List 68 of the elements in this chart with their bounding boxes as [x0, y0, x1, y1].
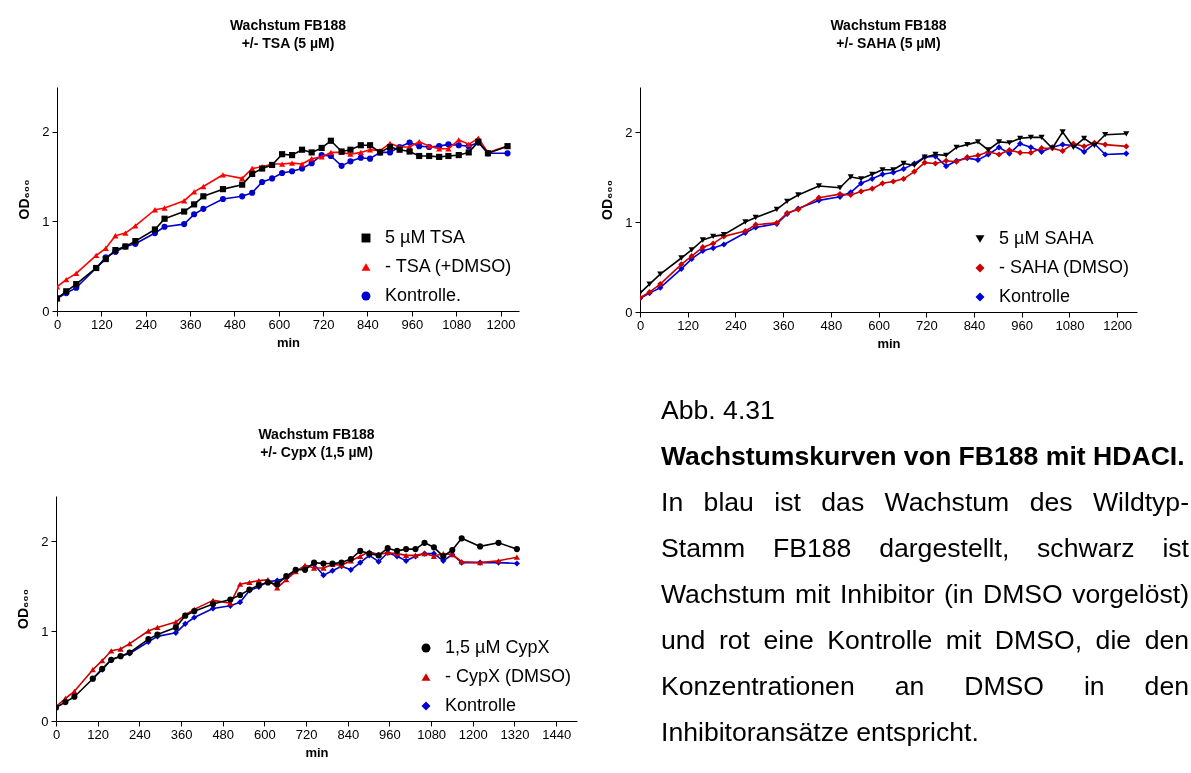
y-tick-label: 0 [41, 713, 49, 729]
x-tick-label: 1080 [442, 316, 472, 332]
y-tick-label: 2 [42, 124, 50, 140]
x-tick-label: 960 [401, 316, 424, 332]
x-tick-label: 1200 [486, 316, 516, 332]
x-tick-label: 960 [1011, 317, 1034, 333]
x-tick-label: 600 [268, 316, 291, 332]
legend-label: 1,5 µM CypX [445, 637, 550, 657]
y-tick-label: 1 [625, 214, 633, 230]
chart-subtitle: +/- CypX (1,5 µM) [260, 444, 373, 460]
y-tick-label: 2 [625, 124, 633, 140]
legend-label: - CypX (DMSO) [445, 666, 571, 686]
legend-label: Kontrolle [445, 695, 517, 715]
x-tick-label: 480 [212, 726, 235, 742]
chart-title: Wachstum FB188 [229, 17, 347, 33]
x-axis-title: min [877, 335, 901, 351]
x-tick-label: 600 [868, 317, 890, 333]
x-tick-label: 120 [677, 317, 700, 333]
x-tick-label: 480 [224, 316, 246, 332]
x-tick-label: 960 [379, 726, 401, 742]
x-tick-label: 360 [170, 726, 193, 742]
legend-label: Kontrolle. [385, 285, 462, 305]
x-tick-label: 1440 [542, 726, 572, 742]
x-axis-title: min [276, 334, 301, 350]
x-tick-label: 840 [963, 317, 986, 333]
x-tick-label: 120 [87, 726, 110, 742]
x-tick-label: 360 [179, 316, 202, 332]
legend-label: 5 µM SAHA [999, 228, 1094, 248]
chart-title: Wachstum FB188 [830, 17, 947, 33]
x-tick-label: 840 [337, 726, 360, 742]
x-tick-label: 0 [53, 316, 62, 332]
x-tick-label: 720 [915, 317, 938, 333]
text: Wachstumskurven von FB188 mit HDACI. [661, 440, 1186, 473]
legend-label: Kontrolle [999, 286, 1071, 306]
x-tick-label: 120 [91, 316, 113, 332]
x-tick-label: 600 [254, 726, 276, 742]
legend-label: 5 µM TSA [385, 227, 466, 247]
y-tick-label: 2 [41, 533, 49, 549]
text: In blau ist das Wachstum des Wildtyp-Stamm FB188 dargestellt, schwarz ist Wachstum mit Inhibitor (in DMSO vorgelöst) und rot eine Kontrolle mit DMSO, die den Konzentrationen an DMSO in den Inhibitoransätze entspricht. [661, 486, 1189, 749]
x-tick-label: 0 [52, 726, 61, 742]
x-tick-label: 240 [725, 317, 747, 333]
legend-label: - TSA (+DMSO) [385, 256, 512, 276]
x-tick-label: 720 [312, 316, 335, 332]
x-tick-label: 1200 [458, 726, 488, 742]
y-tick-label: 1 [42, 213, 50, 229]
x-tick-label: 480 [820, 317, 843, 333]
y-tick-label: 0 [625, 304, 633, 320]
x-tick-label: 360 [772, 317, 795, 333]
chart-subtitle: +/- TSA (5 µM) [241, 35, 335, 51]
x-tick-label: 1080 [417, 726, 447, 742]
y-tick-label: 1 [41, 623, 49, 639]
y-axis-title: OD₆₀₀ [15, 589, 32, 629]
text: Abb. 4.31 [661, 394, 776, 427]
y-tick-label: 0 [42, 303, 50, 319]
x-axis-title: min [305, 744, 329, 760]
x-tick-label: 1080 [1055, 317, 1085, 333]
legend-label: - SAHA (DMSO) [999, 257, 1130, 277]
chart-title: Wachstum FB188 [258, 426, 375, 442]
y-axis-title: OD₆₀₀ [16, 179, 33, 220]
x-tick-label: 0 [636, 317, 645, 333]
x-tick-label: 720 [295, 726, 318, 742]
x-tick-label: 1320 [500, 726, 530, 742]
y-axis-title: OD₆₀₀ [599, 180, 616, 220]
x-tick-label: 240 [135, 316, 158, 332]
chart-subtitle: +/- SAHA (5 µM) [836, 35, 941, 51]
x-tick-label: 240 [129, 726, 151, 742]
x-tick-label: 1200 [1103, 317, 1133, 333]
x-tick-label: 840 [357, 316, 379, 332]
